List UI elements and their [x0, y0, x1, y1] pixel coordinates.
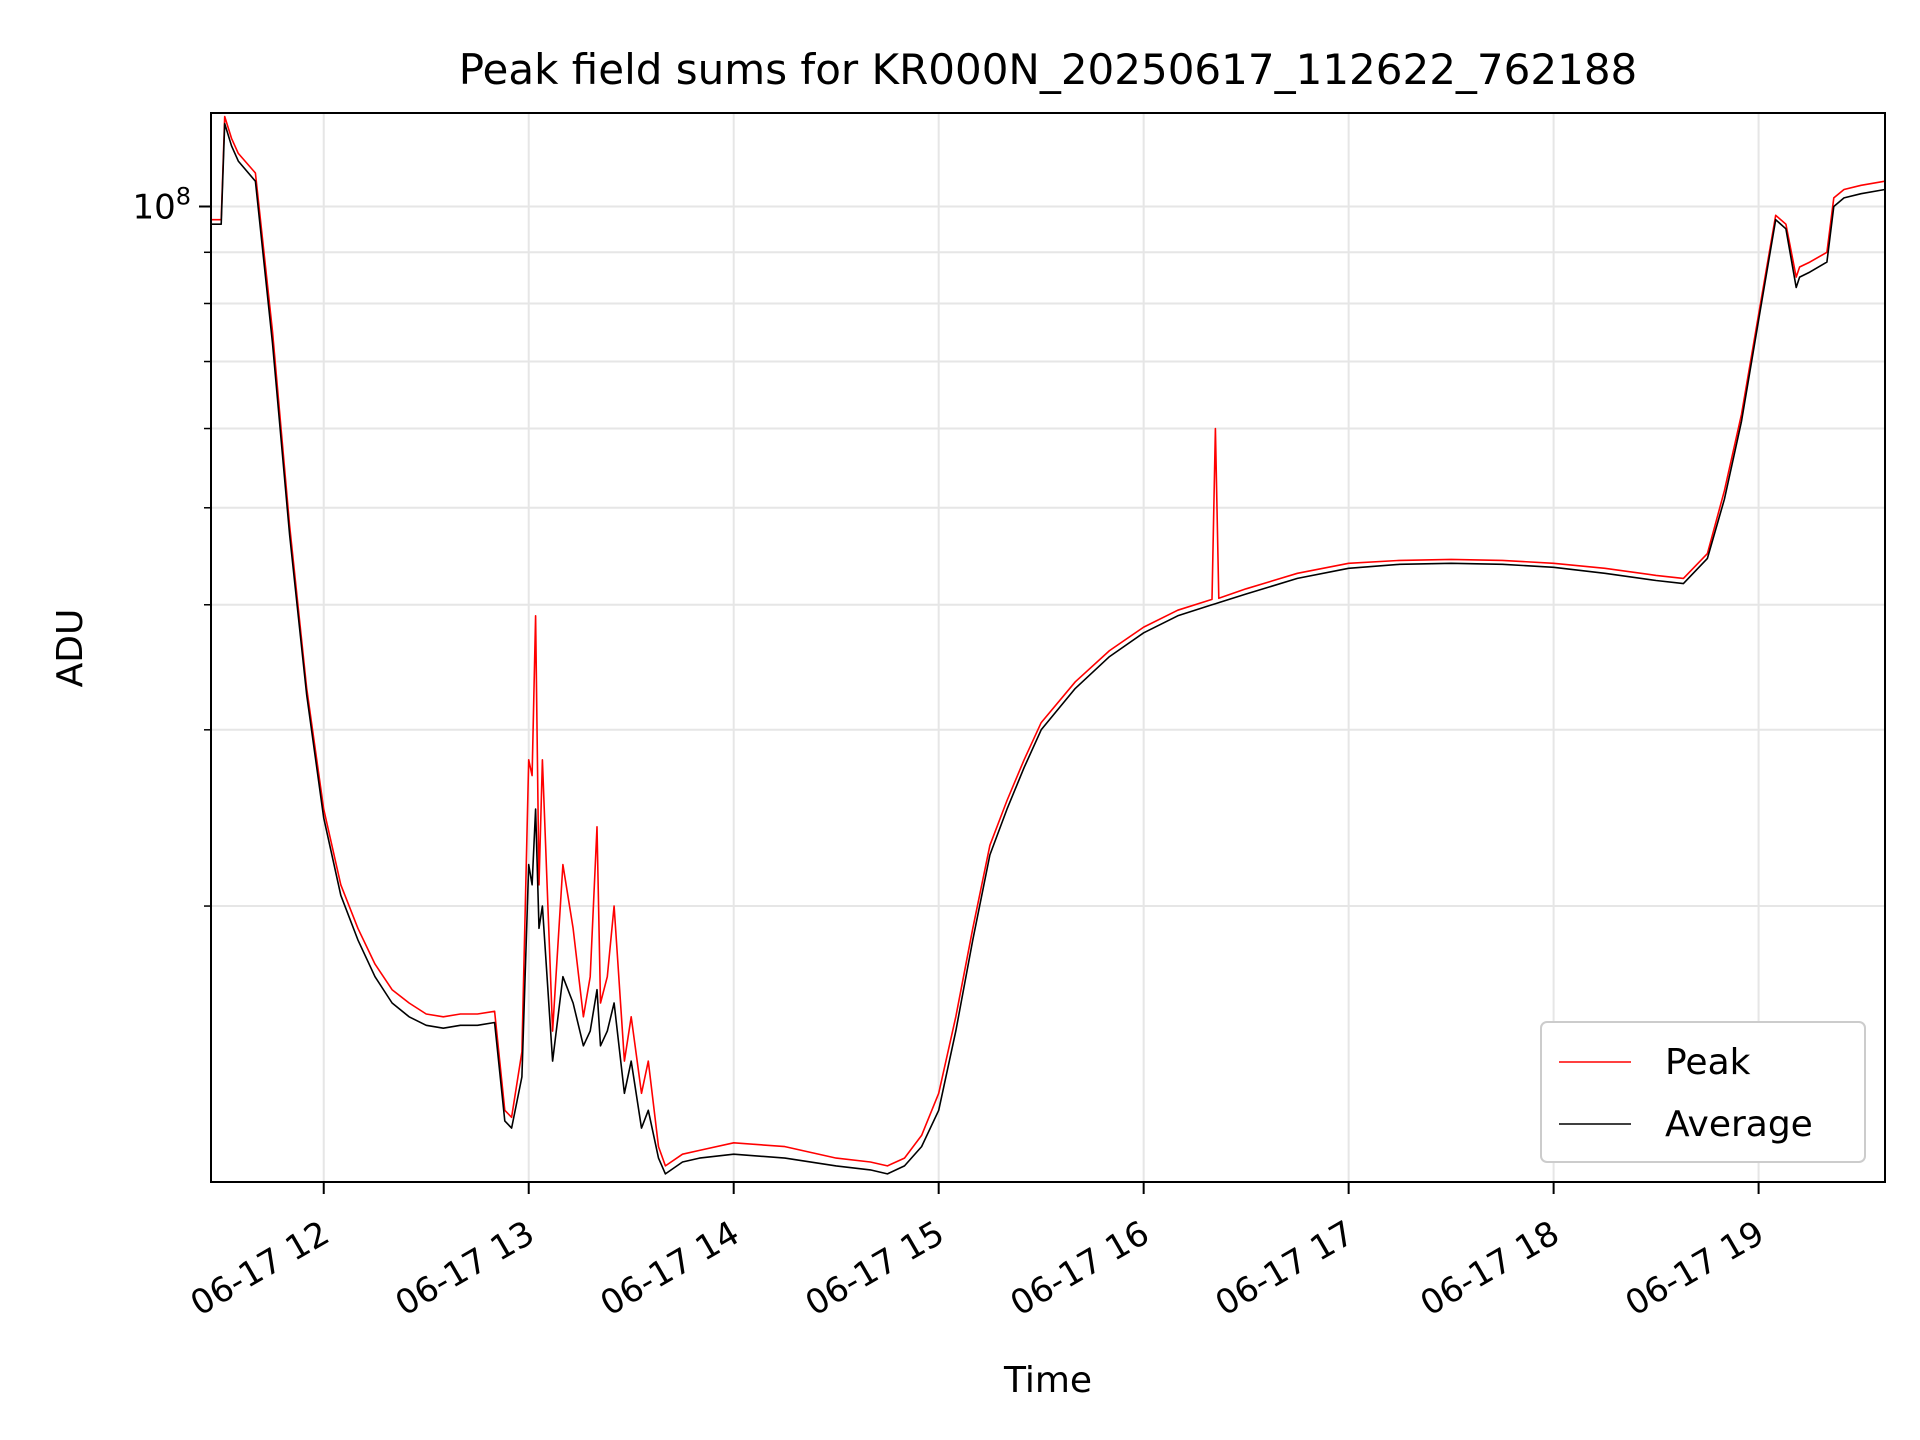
legend-box	[1540, 1021, 1866, 1163]
x-axis-label: Time	[1003, 1360, 1092, 1401]
y-tick-label: 108	[132, 182, 191, 227]
series-line-average	[211, 122, 1885, 1175]
legend-label: Peak	[1665, 1042, 1751, 1083]
plot-frame	[210, 112, 1886, 1183]
plot-series	[211, 115, 1885, 1175]
y-axis: 108	[132, 182, 211, 907]
series-line-peak	[211, 115, 1885, 1167]
grid-lines	[211, 113, 1885, 1182]
y-axis-label: ADU	[50, 609, 91, 688]
legend-label: Average	[1665, 1104, 1813, 1145]
legend: Peak Average	[1540, 1021, 1866, 1163]
chart-title: Peak field sums for KR000N_20250617_1126…	[459, 45, 1638, 94]
